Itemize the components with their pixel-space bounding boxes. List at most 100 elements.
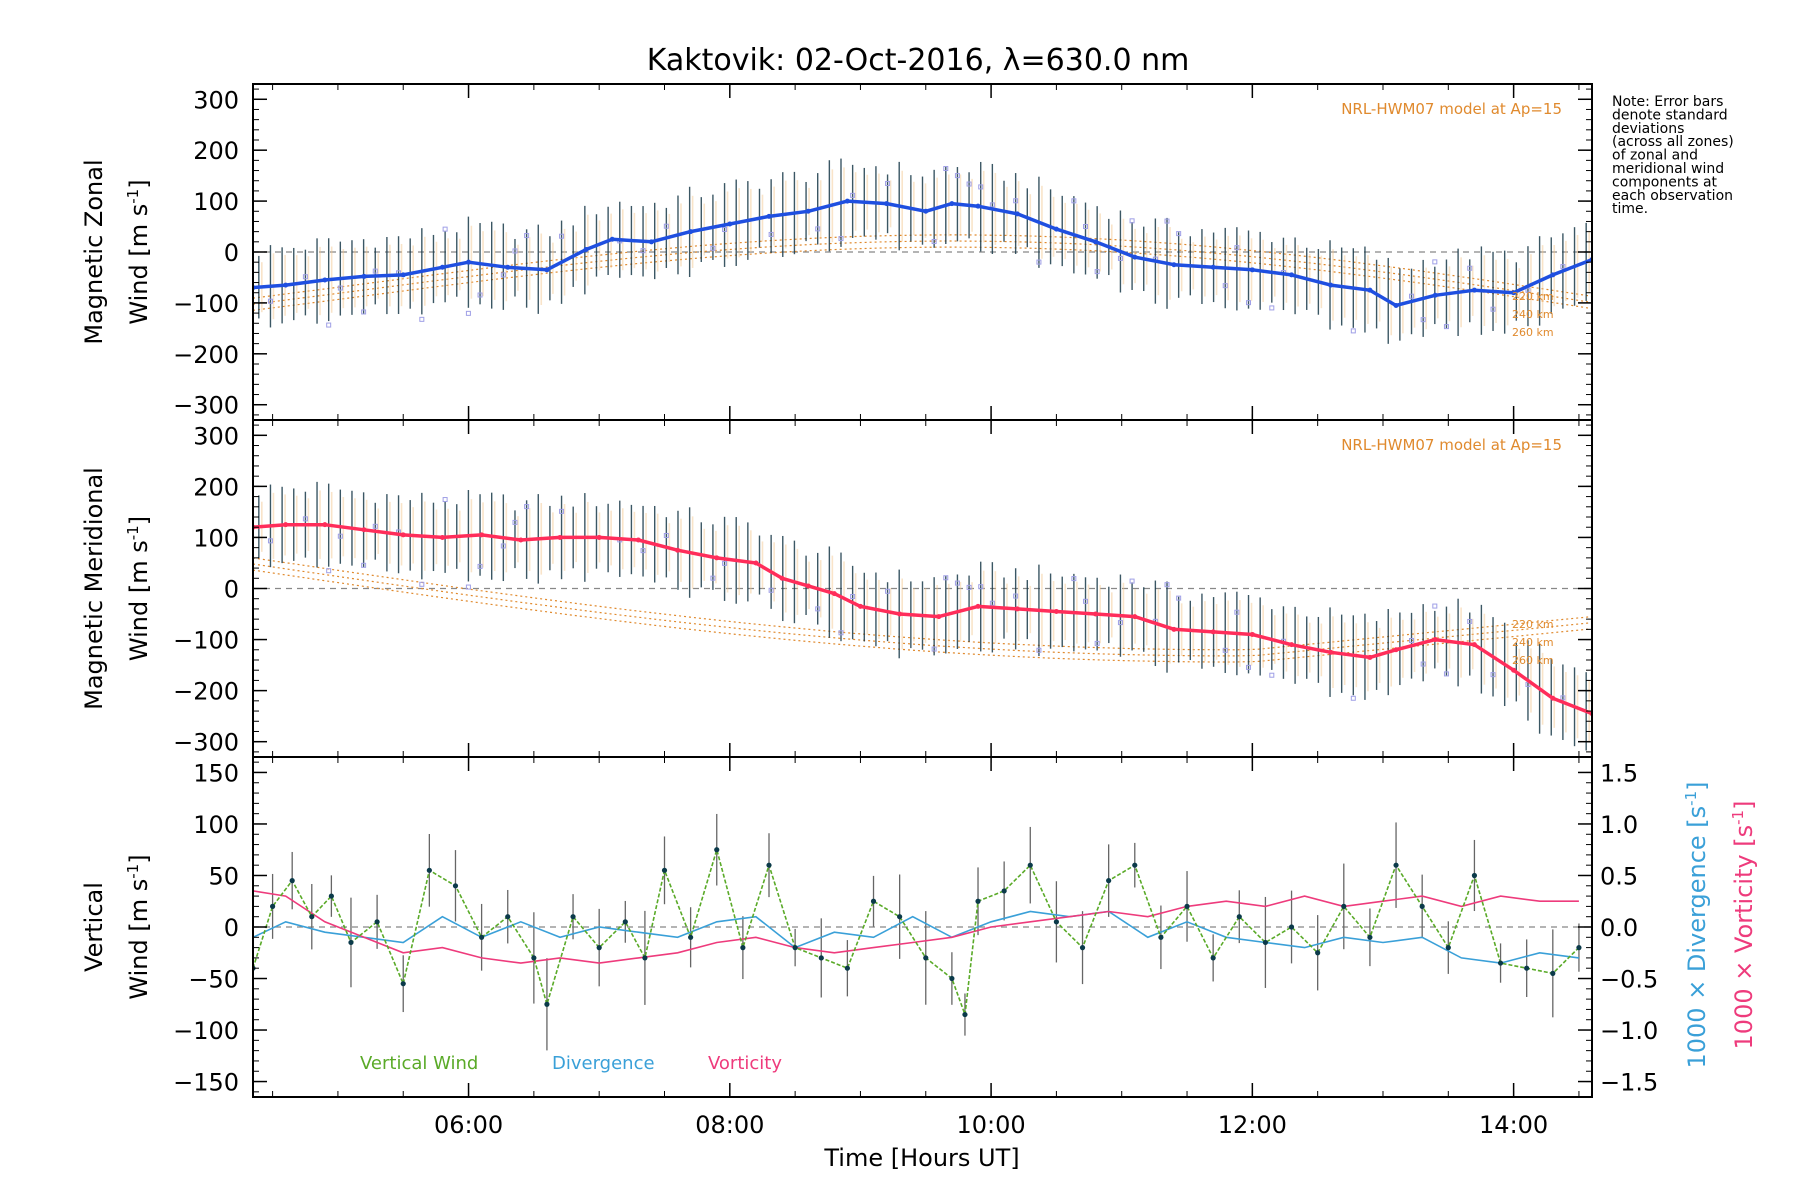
series-point-meridional [1289,642,1295,648]
note-line: Note: Error bars [1612,94,1723,110]
vertical-wind-point [289,878,295,884]
y-tick-label: −50 [188,966,239,994]
zone-sample [337,533,343,539]
zone-sample [419,581,425,587]
zone-sample [524,504,530,510]
zone-sample [477,292,483,298]
zone-sample [512,248,518,254]
vertical-wind-point [975,898,981,904]
zone-sample [1164,582,1170,588]
series-point-zonal [844,198,850,204]
zone-sample [1525,287,1531,293]
series-point-zonal [923,208,929,214]
zone-sample [1490,672,1496,678]
y-tick-label: 200 [193,137,239,165]
vertical-wind-point [1497,960,1504,966]
series-point-meridional [805,583,811,589]
vertical-wind-point [1210,955,1216,961]
panel-plot-area [253,481,1592,751]
zone-sample [1350,328,1356,334]
model-curve [253,246,1592,311]
zone-sample [1071,576,1077,582]
y-tick-label: 100 [193,188,239,216]
series-point-zonal [1132,254,1138,260]
model-curve [253,557,1592,651]
model-altitude-label: 260 km [1512,326,1554,339]
vertical-wind-point [1393,862,1399,868]
series-point-zonal [1471,287,1477,293]
series-point-zonal [1393,302,1399,308]
y-label-line2: Wind [m s-1] [124,179,153,324]
panel-plot-area [253,158,1592,344]
vertical-wind-point [661,867,668,873]
vertical-wind-point [642,955,648,961]
vertical-wind-point [374,919,380,925]
note-line: of zonal and [1612,148,1698,164]
zone-sample [1117,255,1123,261]
zone-sample [477,563,483,569]
legend-vertical-wind: Vertical Wind [360,1053,478,1074]
vertical-wind-point [544,1001,550,1007]
zone-sample [1269,672,1275,678]
vertical-wind-point [531,955,537,961]
zone-sample [1443,671,1449,677]
zone-sample [500,543,506,549]
series-point-meridional [675,547,681,553]
vertical-wind-point [1001,888,1007,894]
y-tick-label: −300 [173,729,239,757]
vertical-wind-point [479,934,485,940]
vertical-wind-point [1367,934,1373,940]
series-point-zonal [688,229,694,235]
vertical-wind-point [1419,903,1425,909]
zone-sample [1420,661,1426,667]
x-tick-label: 08:00 [695,1111,764,1139]
series-point-zonal [949,201,955,207]
y2-tick-label: 1.0 [1600,811,1638,839]
series-point-zonal [1289,272,1295,278]
zone-sample [931,646,937,652]
series-point-meridional [557,534,563,540]
x-tick-label: 10:00 [956,1111,1025,1139]
series-point-meridional [1367,654,1373,660]
series-point-meridional [322,522,328,528]
zone-sample [1560,695,1566,701]
zone-sample [1409,293,1415,299]
series-point-zonal [283,282,289,288]
y-tick-label: 300 [193,86,239,114]
y-tick-label: 100 [193,524,239,552]
model-altitude-label: 240 km [1512,308,1554,321]
series-point-zonal [583,246,589,252]
series-point-meridional [635,537,641,543]
y2-tick-label: −1.0 [1600,1017,1658,1045]
y-tick-label: 300 [193,422,239,450]
zone-sample [931,239,937,245]
y-tick-label: −200 [173,341,239,369]
zone-sample [1176,231,1182,237]
vertical-wind-point [1341,903,1347,909]
note-line: denote standard [1612,107,1728,123]
series-point-zonal [1432,292,1438,298]
vertical-wind-point [1236,914,1242,920]
vertical-wind-point [328,893,334,899]
chart-title: Kaktovik: 02-Oct-2016, λ=630.0 nm [647,43,1190,78]
legend-vorticity: Vorticity [708,1053,782,1074]
model-altitude-label: 220 km [1512,290,1554,303]
vertical-wind-point [1524,965,1530,971]
zone-sample [1432,603,1438,609]
vertical-wind-point [1550,970,1556,976]
y2-tick-label: −1.5 [1600,1069,1658,1097]
series-point-zonal [1014,211,1020,217]
y2-tick-label: 0.0 [1600,914,1638,942]
divergence-line [253,910,1580,964]
zone-sample [640,248,646,254]
zone-sample [710,575,716,581]
zone-sample [1071,198,1077,204]
vertical-wind-point [818,955,824,961]
zone-sample [326,568,332,574]
zone-sample [302,274,308,280]
zone-sample [640,548,646,554]
zone-sample [559,508,565,514]
y-tick-label: 0 [224,239,239,267]
vorticity-line [253,890,1579,964]
model-curve [253,563,1592,657]
